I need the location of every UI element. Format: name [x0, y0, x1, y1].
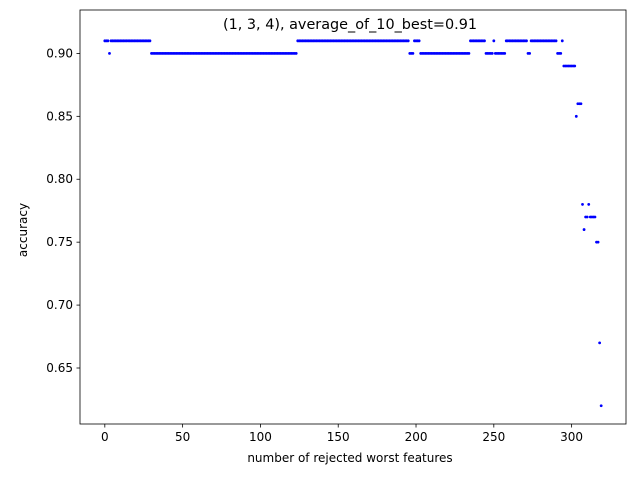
- data-point: [528, 52, 532, 55]
- data-point: [560, 39, 564, 43]
- data-point: [483, 39, 486, 43]
- data-point: [579, 102, 583, 106]
- x-axis-ticks: 0 50 100 150 200 250 300: [101, 424, 583, 444]
- y-tick-label: 0.80: [46, 172, 73, 186]
- data-point: [574, 114, 578, 118]
- y-tick-label: 0.70: [46, 298, 73, 312]
- chart-title: (1, 3, 4), average_of_10_best=0.91: [223, 17, 477, 33]
- y-axis-ticks: 0.65 0.70 0.75 0.80 0.85 0.90: [46, 46, 80, 375]
- y-axis-label: accuracy: [16, 203, 30, 257]
- data-point: [108, 52, 111, 55]
- data-point: [106, 39, 110, 43]
- y-tick-label: 0.90: [46, 46, 73, 60]
- data-point: [593, 215, 597, 219]
- data-point: [406, 39, 410, 43]
- data-point: [559, 52, 563, 55]
- data-point: [582, 228, 586, 231]
- data-point: [585, 215, 589, 219]
- data-point: [596, 240, 600, 244]
- y-tick-label: 0.85: [46, 109, 73, 123]
- data-point: [294, 52, 298, 55]
- data-points: [103, 39, 603, 408]
- data-point: [554, 39, 558, 43]
- data-point: [417, 39, 421, 43]
- x-axis-label: number of rejected worst features: [247, 451, 452, 465]
- data-point: [467, 52, 471, 55]
- data-point: [490, 52, 494, 55]
- axes-frame: [79, 9, 627, 425]
- data-point: [411, 52, 415, 55]
- x-tick-label: 300: [560, 430, 583, 444]
- data-point: [525, 39, 528, 43]
- data-point: [587, 203, 591, 206]
- data-point: [581, 203, 584, 206]
- data-point: [598, 341, 602, 345]
- data-point: [503, 52, 507, 55]
- x-tick-label: 150: [327, 430, 350, 444]
- x-tick-label: 0: [101, 430, 109, 444]
- data-point: [573, 64, 577, 68]
- data-point: [492, 39, 496, 43]
- y-tick-label: 0.65: [46, 361, 73, 375]
- data-point: [148, 39, 152, 43]
- x-tick-label: 100: [249, 430, 272, 444]
- data-point: [599, 404, 603, 408]
- y-tick-label: 0.75: [46, 235, 73, 249]
- x-tick-label: 50: [175, 430, 190, 444]
- x-tick-label: 200: [405, 430, 428, 444]
- x-tick-label: 250: [482, 430, 505, 444]
